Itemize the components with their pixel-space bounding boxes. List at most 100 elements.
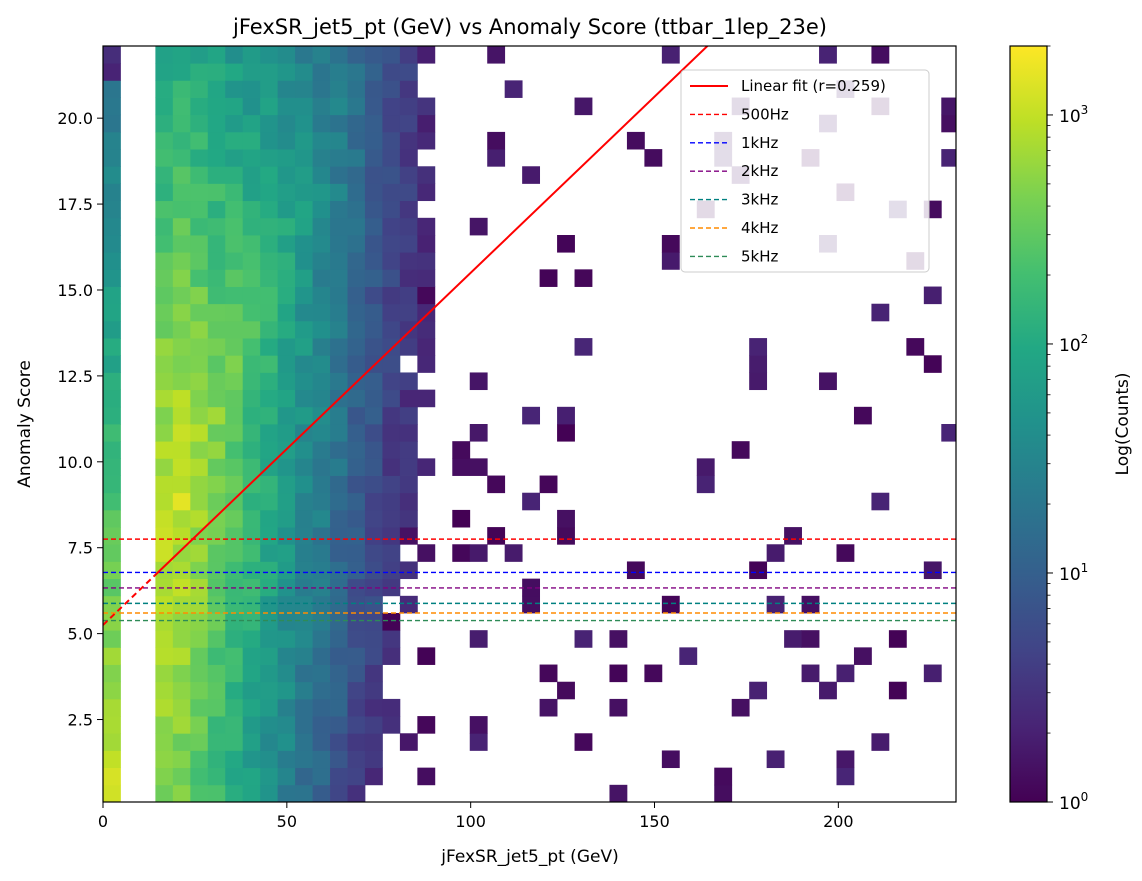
heatmap-cell	[347, 698, 366, 717]
heatmap-cell	[242, 509, 261, 528]
heatmap-cell	[295, 527, 313, 545]
heatmap-cell	[155, 544, 174, 562]
heatmap-cell	[399, 46, 418, 64]
heatmap-cell	[399, 114, 418, 133]
heatmap-cell	[295, 784, 313, 802]
heatmap-cell	[819, 372, 837, 391]
heatmap-cell	[853, 647, 872, 665]
heatmap-cell	[330, 183, 348, 202]
heatmap-cell	[399, 131, 418, 150]
heatmap-cell	[172, 235, 191, 253]
heatmap-cell	[172, 338, 191, 356]
heatmap-cell	[557, 406, 575, 425]
heatmap-cell	[242, 320, 261, 339]
heatmap-cell	[225, 647, 244, 665]
heatmap-cell	[417, 97, 436, 116]
heatmap-cell	[417, 235, 436, 253]
heatmap-cell	[819, 681, 837, 700]
heatmap-cell	[312, 716, 331, 734]
heatmap-cell	[312, 114, 331, 133]
heatmap-cell	[330, 320, 348, 339]
heatmap-cell	[242, 200, 261, 219]
heatmap-cell	[242, 46, 261, 64]
heatmap-cell	[888, 681, 907, 700]
heatmap-cell	[626, 561, 645, 580]
heatmap-cell	[399, 252, 418, 270]
heatmap-cell	[295, 698, 313, 717]
x-tick-label: 0	[98, 812, 108, 831]
heatmap-cell	[609, 698, 628, 717]
heatmap-cell	[172, 561, 191, 580]
legend-label: 4kHz	[741, 219, 779, 237]
heatmap-cell	[801, 595, 820, 614]
heatmap-cell	[207, 97, 226, 116]
heatmap-cell	[487, 131, 506, 150]
heatmap-cell	[906, 338, 925, 356]
heatmap-cell	[626, 131, 645, 150]
heatmap-cell	[190, 698, 209, 717]
heatmap-cell	[207, 406, 226, 425]
heatmap-cell	[347, 217, 366, 236]
heatmap-cell	[103, 269, 121, 287]
heatmap-cell	[155, 492, 174, 511]
heatmap-cell	[190, 217, 209, 236]
heatmap-cell	[731, 698, 750, 717]
heatmap-cell	[155, 613, 174, 631]
heatmap-cell	[330, 269, 348, 287]
heatmap-cell	[277, 492, 296, 511]
heatmap-cell	[260, 561, 279, 580]
heatmap-cell	[364, 750, 383, 769]
heatmap-cell	[207, 149, 226, 167]
heatmap-cell	[103, 458, 121, 476]
heatmap-cell	[417, 320, 436, 339]
heatmap-cell	[347, 320, 366, 339]
heatmap-cell	[382, 527, 401, 545]
heatmap-cell	[172, 475, 191, 494]
heatmap-cell	[504, 80, 523, 98]
heatmap-cell	[103, 217, 121, 236]
heatmap-cell	[347, 475, 366, 494]
heatmap-cell	[399, 595, 418, 614]
heatmap-cell	[364, 475, 383, 494]
heatmap-cell	[225, 303, 244, 322]
heatmap-cell	[312, 595, 331, 614]
heatmap-cell	[382, 183, 401, 202]
legend-label: Linear fit (r=0.259)	[741, 77, 886, 95]
heatmap-cell	[172, 131, 191, 150]
heatmap-cell	[399, 458, 418, 476]
heatmap-cell	[487, 527, 506, 545]
heatmap-cell	[277, 183, 296, 202]
heatmap-cell	[312, 613, 331, 631]
heatmap-cell	[103, 63, 121, 81]
heatmap-cell	[330, 286, 348, 305]
heatmap-cell	[225, 750, 244, 769]
heatmap-cell	[312, 389, 331, 408]
colorbar-label: Log(Counts)	[1113, 373, 1133, 476]
heatmap-cell	[242, 114, 261, 133]
heatmap-cell	[242, 750, 261, 769]
heatmap-cell	[190, 595, 209, 614]
heatmap-cell	[382, 63, 401, 81]
heatmap-cell	[417, 217, 436, 236]
heatmap-cell	[382, 509, 401, 528]
heatmap-cell	[190, 750, 209, 769]
heatmap-cell	[207, 613, 226, 631]
heatmap-cell	[277, 578, 296, 597]
heatmap-cell	[155, 372, 174, 391]
heatmap-cell	[172, 767, 191, 786]
heatmap-cell	[330, 372, 348, 391]
heatmap-cell	[295, 80, 313, 98]
heatmap-cell	[277, 750, 296, 769]
heatmap-cell	[207, 784, 226, 802]
heatmap-cell	[155, 750, 174, 769]
heatmap-cell	[190, 767, 209, 786]
heatmap-cell	[260, 320, 279, 339]
heatmap-cell	[347, 561, 366, 580]
legend-label: 500Hz	[741, 105, 789, 123]
colorbar-gradient	[1009, 45, 1048, 803]
heatmap-cell	[242, 235, 261, 253]
heatmap-cell	[330, 235, 348, 253]
heatmap-cell	[399, 97, 418, 116]
heatmap-cell	[364, 578, 383, 597]
heatmap-cell	[190, 613, 209, 631]
